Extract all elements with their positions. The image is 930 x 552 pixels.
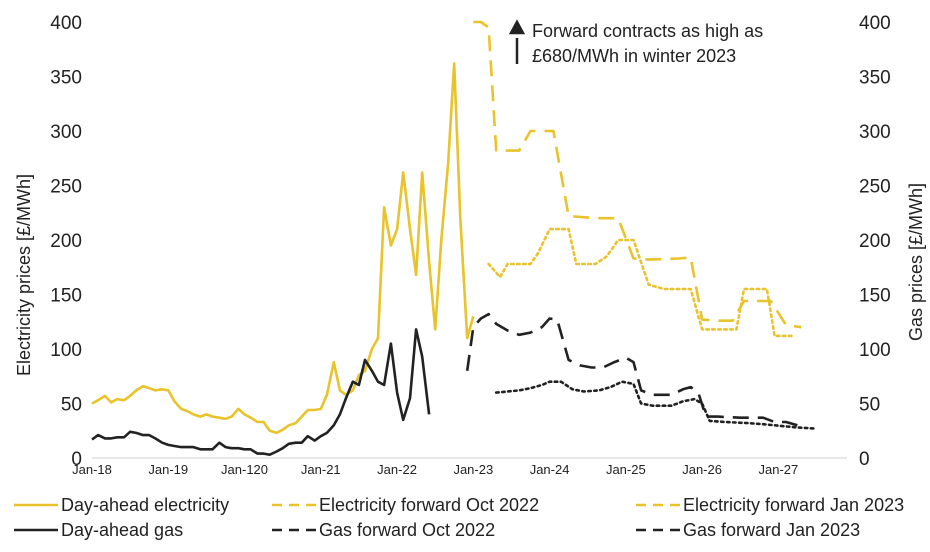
annotation-line-1: Forward contracts as high as (532, 21, 763, 41)
series-line-2 (473, 20, 802, 329)
x-tick-label: Jan-23 (453, 462, 493, 477)
legend-label: Day-ahead gas (61, 520, 183, 540)
y-axis-right-ticks: 0 50 100 150 200 250 300 350 400 (859, 13, 891, 470)
series-line-5 (465, 312, 798, 427)
y-axis-left-ticks: 0 50 100 150 200 250 300 350 400 (50, 13, 82, 470)
y-left-tick-label: 250 (50, 177, 82, 198)
y-right-tick-label: 150 (859, 286, 891, 307)
y-right-tick-label: 100 (859, 340, 891, 361)
y-left-tick-label: 400 (50, 13, 82, 34)
y-right-tick-label: 350 (859, 68, 891, 89)
x-tick-label: Jan-22 (377, 462, 417, 477)
series-line-3 (487, 227, 795, 338)
legend-label: Gas forward Jan 2023 (683, 520, 860, 540)
x-tick-label: Jan-25 (606, 462, 646, 477)
y-right-tick-label: 0 (859, 449, 870, 470)
y-right-tick-label: 200 (859, 231, 891, 252)
y-axis-right-title: Gas prices [£/MWh] (906, 183, 926, 341)
y-right-tick-label: 300 (859, 122, 891, 143)
legend-label: Electricity forward Jan 2023 (683, 495, 904, 515)
y-right-tick-label: 50 (859, 395, 880, 416)
x-tick-label: Jan-21 (301, 462, 341, 477)
annotation: Forward contracts as high as £680/MWh in… (508, 19, 763, 66)
y-right-tick-label: 400 (859, 13, 891, 34)
y-axis-left-title: Electricity prices [£/MWh] (14, 174, 34, 376)
series-line-1 (91, 62, 475, 435)
x-tick-label: Jan-27 (758, 462, 798, 477)
legend-label: Day-ahead electricity (61, 495, 229, 515)
plot-area (91, 20, 847, 459)
x-tick-label: Jan-24 (530, 462, 570, 477)
legend-label: Electricity forward Oct 2022 (319, 495, 539, 515)
y-left-tick-label: 200 (50, 231, 82, 252)
y-left-tick-label: 300 (50, 122, 82, 143)
x-tick-label: Jan-18 (72, 462, 112, 477)
x-tick-label: Jan-19 (148, 462, 188, 477)
y-left-tick-label: 0 (71, 449, 82, 470)
up-arrow-icon (508, 19, 526, 64)
y-right-tick-label: 250 (859, 177, 891, 198)
y-left-tick-label: 350 (50, 68, 82, 89)
y-left-tick-label: 50 (61, 395, 82, 416)
x-tick-label: Jan-26 (682, 462, 722, 477)
x-tick-label: Jan-120 (221, 462, 268, 477)
legend: Day-ahead electricity Electricity forward… (14, 495, 904, 540)
y-left-tick-label: 150 (50, 286, 82, 307)
annotation-line-2: £680/MWh in winter 2023 (532, 46, 736, 66)
x-axis-ticks: Jan-18 Jan-19 Jan-120 Jan-21 Jan-22 Jan-23 Jan… (72, 462, 798, 477)
legend-label: Gas forward Oct 2022 (319, 520, 495, 540)
y-left-tick-label: 100 (50, 340, 82, 361)
series-line-6 (494, 380, 818, 430)
series-line-4 (91, 328, 431, 456)
